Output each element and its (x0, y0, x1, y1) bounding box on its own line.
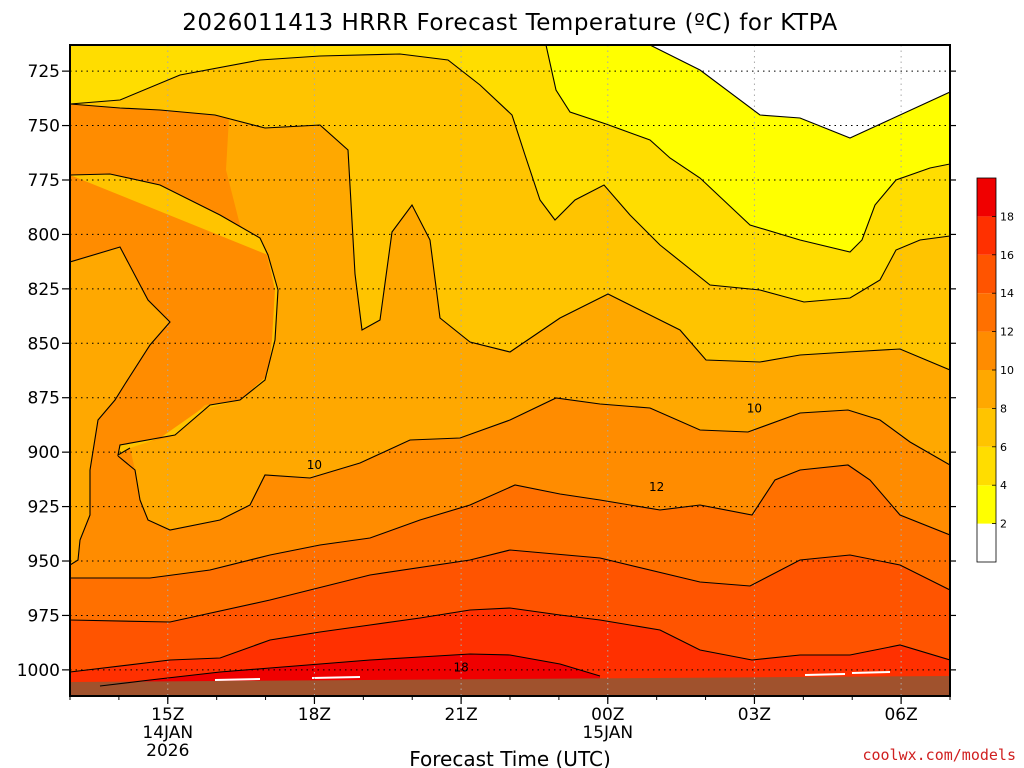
x-tick-date-15Z: 14JAN (142, 723, 193, 743)
colorbar-swatch (977, 331, 996, 370)
ground-underlay (70, 676, 950, 696)
y-tick-label-925: 925 (28, 498, 60, 518)
colorbar-label-18: 18 (1000, 210, 1014, 223)
x-tick-year-15Z: 2026 (146, 741, 189, 761)
colorbar-swatch (977, 485, 996, 524)
credit-text: coolwx.com/models (862, 746, 1016, 764)
x-tick-label-00Z: 00Z (591, 705, 624, 725)
colorbar-label-2: 2 (1000, 518, 1007, 531)
temperature-band-below-2 (650, 45, 950, 138)
contour-line-18 (99, 653, 601, 687)
contour-label-10: 10 (307, 458, 322, 472)
contour-line-16 (70, 607, 950, 673)
x-tick-label-18Z: 18Z (298, 705, 331, 725)
colorbar-swatch (977, 293, 996, 332)
x-tick-label-21Z: 21Z (444, 705, 477, 725)
surface-highlights (214, 671, 891, 681)
contour-label-12: 12 (649, 480, 664, 494)
y-tick-label-725: 725 (28, 62, 60, 82)
y-axis: 725 750 775 800 825 850 875 900 925 950 975 1000 (17, 62, 956, 681)
colorbar-label-16: 16 (1000, 249, 1014, 262)
y-tick-label-1000: 1000 (17, 661, 60, 681)
x-tick-date-00Z: 15JAN (582, 723, 633, 743)
contour-label-18: 18 (453, 661, 468, 675)
colorbar-label-8: 8 (1000, 402, 1007, 415)
colorbar-swatch (977, 216, 996, 255)
contour-labels: 10 10 12 18 (307, 402, 762, 675)
y-tick-label-750: 750 (28, 117, 60, 137)
colorbar-swatch (977, 408, 996, 447)
x-tick-label-03Z: 03Z (738, 705, 771, 725)
colorbar-label-4: 4 (1000, 479, 1007, 492)
colorbar-swatch (977, 254, 996, 294)
colorbar-label-14: 14 (1000, 287, 1014, 300)
plot-area: 10 10 12 18 (69, 44, 951, 697)
contour-line-12 (70, 464, 950, 579)
y-tick-label-950: 950 (28, 552, 60, 572)
colorbar-legend: 2 4 6 8 10 12 14 16 18 (976, 177, 1014, 563)
y-tick-label-875: 875 (28, 389, 60, 409)
contour-line-14 (70, 549, 950, 623)
colorbar-label-10: 10 (1000, 364, 1014, 377)
colorbar-label-12: 12 (1000, 326, 1014, 339)
y-tick-label-850: 850 (28, 334, 60, 354)
y-tick-label-775: 775 (28, 171, 60, 191)
x-axis-label: Forecast Time (UTC) (409, 747, 611, 768)
colorbar-swatch (977, 523, 996, 562)
gridlines (70, 45, 950, 696)
x-tick-label-15Z: 15Z (151, 705, 184, 725)
colorbar-swatch (977, 446, 996, 486)
chart-title: 2026011413 HRRR Forecast Temperature (ºC… (182, 10, 837, 36)
y-tick-label-975: 975 (28, 606, 60, 626)
contour-line-4 (545, 45, 950, 253)
colorbar-swatch (977, 370, 996, 409)
contour-fill-layer: 10 10 12 18 (70, 45, 950, 696)
y-tick-label-825: 825 (28, 280, 60, 300)
contour-line-6 (70, 53, 950, 303)
contour-lines (70, 45, 950, 687)
contour-line-2 (649, 45, 950, 139)
y-tick-label-800: 800 (28, 225, 60, 245)
x-tick-label-06Z: 06Z (884, 705, 917, 725)
colorbar-label-6: 6 (1000, 441, 1007, 454)
contour-line-10 (70, 246, 950, 566)
contour-line-8 (70, 103, 950, 457)
y-tick-label-900: 900 (28, 443, 60, 463)
colorbar-swatch (977, 178, 996, 217)
contour-label-10: 10 (747, 402, 762, 416)
